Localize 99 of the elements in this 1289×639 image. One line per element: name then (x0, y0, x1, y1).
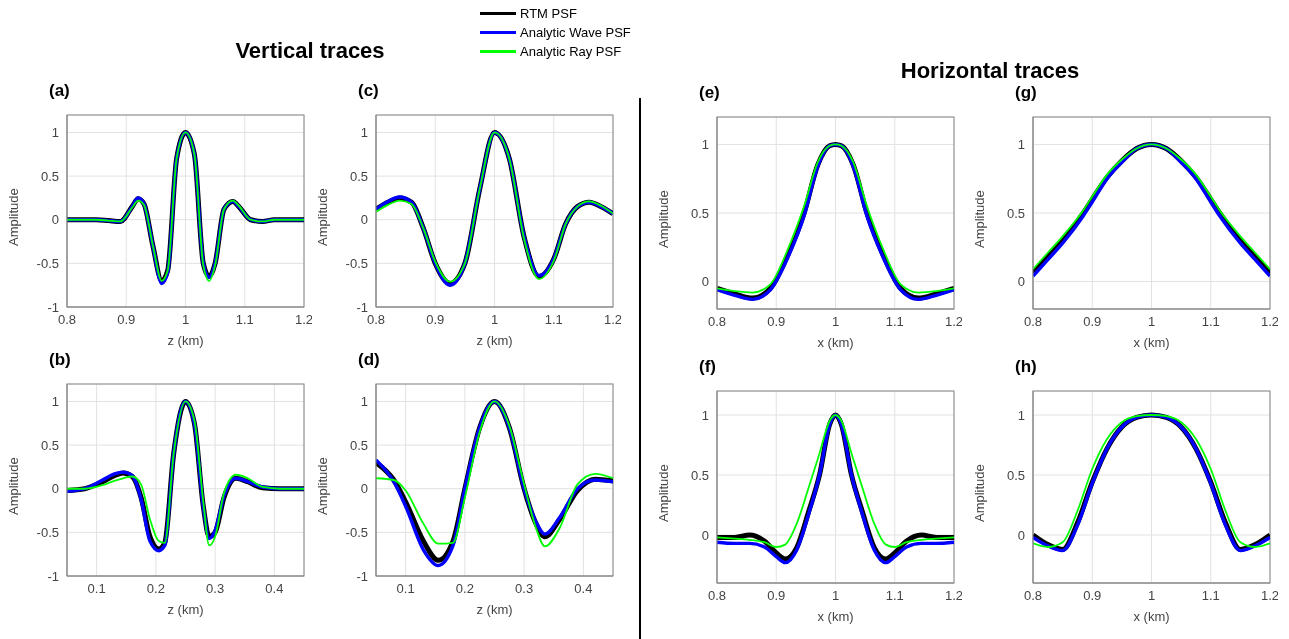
x-tick-label: 1.1 (885, 588, 904, 604)
y-axis-title: Amplitude (314, 188, 330, 246)
y-tick-label: 0 (701, 274, 709, 290)
x-tick-label: 1.2 (603, 312, 623, 328)
x-tick-label: 0.9 (1083, 314, 1102, 330)
x-axis-title: x (km) (816, 609, 855, 624)
x-tick-label: 0.3 (206, 581, 225, 597)
y-tick-label: 1 (701, 407, 709, 423)
x-axis-title: x (km) (1132, 609, 1171, 624)
legend-label: RTM PSF (520, 6, 577, 21)
legend-label: Analytic Ray PSF (520, 44, 622, 59)
x-axis-title: z (km) (166, 602, 205, 617)
x-tick-label: 1.1 (885, 314, 904, 330)
y-axis-title: Amplitude (5, 457, 21, 515)
x-tick-label: 1 (490, 312, 499, 328)
x-tick-label: 0.9 (426, 312, 445, 328)
y-tick-label: 0.5 (1006, 467, 1025, 483)
y-tick-label: -0.5 (345, 524, 368, 540)
x-tick-label: 0.4 (265, 581, 284, 597)
x-tick-label: 0.9 (117, 312, 136, 328)
x-tick-label: 1 (831, 314, 840, 330)
x-axis-title: z (km) (475, 333, 514, 348)
y-tick-label: -1 (356, 568, 368, 584)
x-tick-label: 1.2 (1260, 588, 1280, 604)
y-tick-label: 0.5 (349, 168, 368, 184)
y-tick-label: 0.5 (1006, 205, 1025, 221)
text: Horizontal traces (899, 58, 1081, 84)
y-tick-label: -1 (356, 299, 368, 315)
x-tick-label: 1.1 (1201, 588, 1220, 604)
y-axis-title: Amplitude (971, 190, 987, 248)
y-tick-label: 0.5 (349, 437, 368, 453)
x-tick-label: 0.8 (366, 312, 386, 328)
chart-title: (c) (358, 81, 379, 101)
x-tick-label: 0.8 (1023, 588, 1043, 604)
y-tick-label: 1 (1017, 137, 1025, 153)
chart-title: (d) (358, 350, 380, 370)
x-tick-label: 0.4 (574, 581, 593, 597)
y-axis-title: Amplitude (655, 464, 671, 522)
x-tick-label: 1 (181, 312, 190, 328)
x-tick-label: 0.9 (767, 588, 786, 604)
y-tick-label: 0 (701, 527, 709, 543)
chart-title: (e) (699, 83, 720, 103)
y-tick-label: 0 (51, 212, 59, 228)
chart-title: (h) (1015, 357, 1037, 377)
y-tick-label: 0.5 (690, 205, 709, 221)
x-tick-label: 0.3 (515, 581, 534, 597)
y-tick-label: 0 (360, 481, 368, 497)
chart-title: (f) (699, 357, 716, 377)
x-tick-label: 1 (1147, 314, 1156, 330)
chart-title: (b) (49, 350, 71, 370)
x-axis-title: z (km) (166, 333, 205, 348)
y-tick-label: 0 (360, 212, 368, 228)
x-tick-label: 1.2 (1260, 314, 1280, 330)
x-tick-label: 0.9 (767, 314, 786, 330)
x-tick-label: 1.1 (235, 312, 254, 328)
y-tick-label: 0.5 (40, 168, 59, 184)
x-tick-label: 0.9 (1083, 588, 1102, 604)
y-tick-label: -1 (47, 299, 59, 315)
y-tick-label: 0 (1017, 274, 1025, 290)
chart-title: (a) (49, 81, 70, 101)
y-tick-label: -0.5 (345, 255, 368, 271)
y-tick-label: 1 (51, 125, 59, 141)
chart-title: (g) (1015, 83, 1037, 103)
x-tick-label: 1.2 (944, 588, 964, 604)
y-tick-label: 1 (51, 394, 59, 410)
y-tick-label: 0.5 (690, 467, 709, 483)
x-tick-label: 1 (831, 588, 840, 604)
legend-label: Analytic Wave PSF (520, 25, 631, 40)
x-tick-label: 0.2 (455, 581, 474, 597)
y-tick-label: 0 (1017, 527, 1025, 543)
x-tick-label: 1 (1147, 588, 1156, 604)
y-tick-label: 0 (51, 481, 59, 497)
x-tick-label: 1.2 (294, 312, 314, 328)
x-tick-label: 0.8 (707, 588, 727, 604)
y-tick-label: 1 (360, 394, 368, 410)
y-axis-title: Amplitude (971, 464, 987, 522)
y-tick-label: 1 (701, 137, 709, 153)
y-axis-title: Amplitude (5, 188, 21, 246)
x-axis-title: x (km) (1132, 335, 1171, 350)
x-tick-label: 1.1 (1201, 314, 1220, 330)
x-axis-title: z (km) (475, 602, 514, 617)
y-tick-label: -1 (47, 568, 59, 584)
text: Vertical traces (234, 38, 386, 64)
x-tick-label: 0.8 (1023, 314, 1043, 330)
x-axis-title: x (km) (816, 335, 855, 350)
y-axis-title: Amplitude (314, 457, 330, 515)
x-tick-label: 0.1 (87, 581, 106, 597)
y-tick-label: -0.5 (36, 255, 59, 271)
x-tick-label: 0.8 (707, 314, 727, 330)
x-tick-label: 0.2 (146, 581, 165, 597)
y-tick-label: -0.5 (36, 524, 59, 540)
y-tick-label: 0.5 (40, 437, 59, 453)
x-tick-label: 1.2 (944, 314, 964, 330)
x-tick-label: 0.1 (396, 581, 415, 597)
x-tick-label: 0.8 (57, 312, 77, 328)
y-tick-label: 1 (1017, 407, 1025, 423)
x-tick-label: 1.1 (544, 312, 563, 328)
y-tick-label: 1 (360, 125, 368, 141)
y-axis-title: Amplitude (655, 190, 671, 248)
